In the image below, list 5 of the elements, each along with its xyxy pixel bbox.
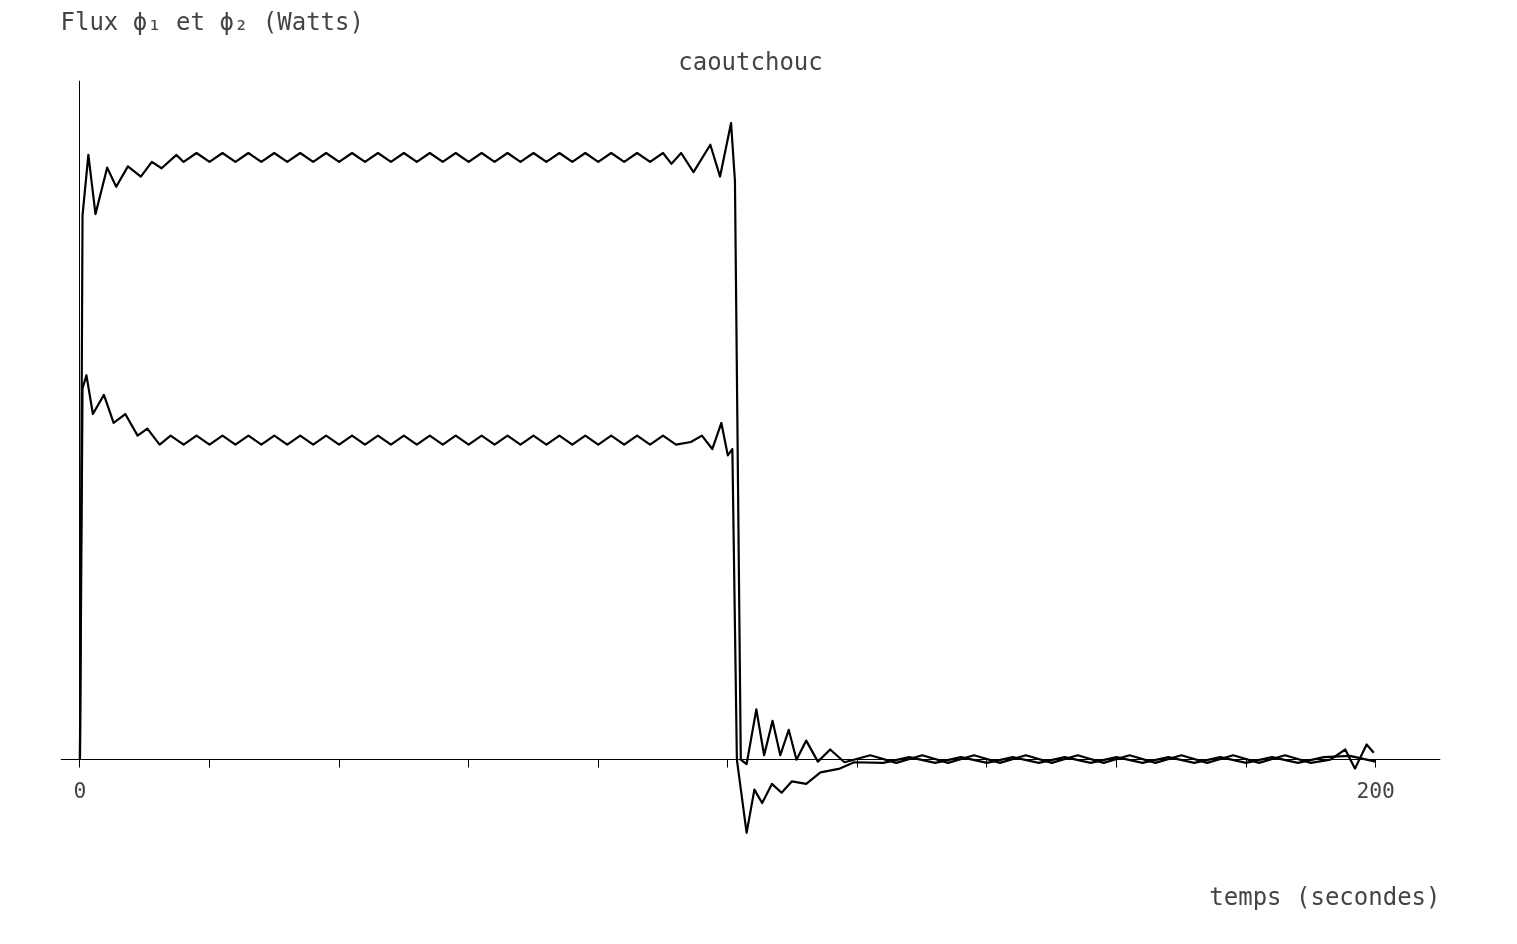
x-tick-label: 200 [1356, 777, 1395, 803]
x-tick-label: 0 [73, 777, 87, 803]
chart-title: caoutchouc [678, 47, 823, 76]
y-axis-title: Flux ϕ₁ et ϕ₂ (Watts) [60, 7, 364, 36]
x-axis-title: temps (secondes) [1209, 882, 1441, 911]
